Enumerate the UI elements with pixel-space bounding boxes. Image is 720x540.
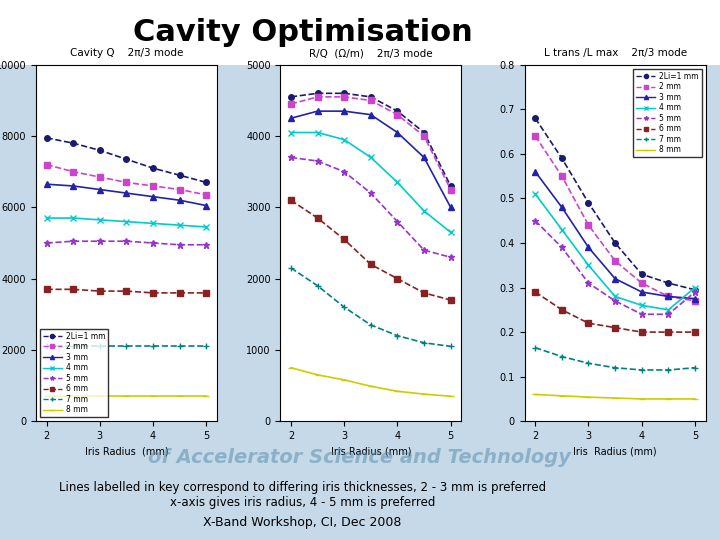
Legend: 2Li=1 mm, 2 mm, 3 mm, 4 mm, 5 mm, 6 mm, 7 mm, 8 mm: 2Li=1 mm, 2 mm, 3 mm, 4 mm, 5 mm, 6 mm, …	[634, 69, 702, 158]
Legend: 2Li=1 mm, 2 mm, 3 mm, 4 mm, 5 mm, 6 mm, 7 mm, 8 mm: 2Li=1 mm, 2 mm, 3 mm, 4 mm, 5 mm, 6 mm, …	[40, 328, 108, 417]
Text: Cavity Optimisation: Cavity Optimisation	[132, 18, 472, 47]
X-axis label: Iris Radius (mm): Iris Radius (mm)	[330, 447, 411, 456]
X-axis label: Iris Radius  (mm): Iris Radius (mm)	[85, 447, 168, 456]
Title: Cavity Q    2π/3 mode: Cavity Q 2π/3 mode	[70, 49, 183, 58]
Title: R/Q  (Ω/m)    2π/3 mode: R/Q (Ω/m) 2π/3 mode	[309, 49, 433, 58]
Text: X-Band Workshop, CI, Dec 2008: X-Band Workshop, CI, Dec 2008	[203, 516, 402, 529]
Title: L trans /L max    2π/3 mode: L trans /L max 2π/3 mode	[544, 49, 687, 58]
FancyBboxPatch shape	[0, 0, 720, 65]
Text: Lines labelled in key correspond to differing iris thicknesses, 2 - 3 mm is pref: Lines labelled in key correspond to diff…	[59, 481, 546, 509]
X-axis label: Iris  Radius (mm): Iris Radius (mm)	[573, 447, 657, 456]
Text: of Accelerator Science and Technology: of Accelerator Science and Technology	[148, 448, 572, 467]
